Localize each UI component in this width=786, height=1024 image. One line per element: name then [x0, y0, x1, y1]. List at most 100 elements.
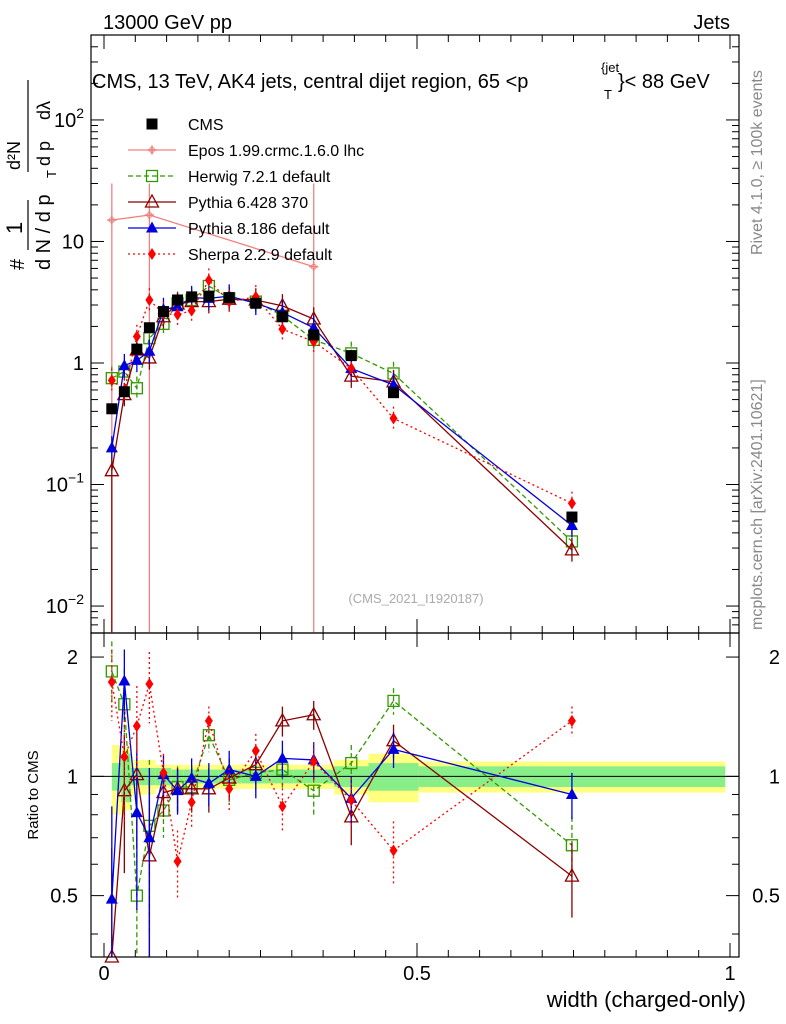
sherpa-2-2-9-default-point — [567, 497, 576, 510]
pythia-6-428-370-ratio-point — [306, 706, 322, 721]
sherpa-2-2-9-default-ratio-point — [225, 782, 234, 795]
legend-item-sherpa-2-2-9-default: Sherpa 2.2.9 default — [128, 247, 333, 264]
sherpa-2-2-9-default-point — [278, 323, 287, 336]
ratio-panel: 0.5 0.5 1 1 2 2 — [50, 632, 780, 963]
ylabel-denominator: d N / d p — [33, 194, 55, 270]
legend-item-pythia-8-186-default: Pythia 8.186 default — [128, 221, 330, 238]
main-axis-ticks: 10−2 10−1 1 10 102 0 0.5 1 — [46, 34, 739, 985]
sherpa-2-2-9-default-line — [111, 279, 573, 504]
main-ylabel: # 1 d N / d p T d²N d p dλ — [2, 80, 59, 270]
legend-swatch-marker — [147, 145, 157, 155]
ylabel-one: 1 — [2, 222, 27, 234]
sherpa-2-2-9-default-point — [204, 274, 213, 287]
band-inner — [121, 753, 131, 803]
herwig-7-2-1-default-ratio-line — [111, 671, 573, 896]
herwig-7-2-1-default-ratio-point — [345, 756, 358, 770]
sherpa-2-2-9-default-point — [107, 374, 116, 387]
legend-label: Epos 1.99.crmc.1.6.0 lhc — [188, 143, 364, 160]
pythia-6-428-370-ratio-point — [564, 867, 580, 882]
sherpa-2-2-9-default-ratio-point — [132, 719, 141, 732]
chart-title-sup: {jet — [601, 60, 619, 75]
sherpa-2-2-9-default-point — [389, 412, 398, 425]
sherpa-2-2-9-default-ratio-point — [120, 750, 129, 763]
ratio-y-tick-label-right: 1 — [769, 766, 780, 788]
cms-point — [172, 294, 184, 306]
pythia-8-186-default-point — [130, 353, 143, 365]
pythia-8-186-default-ratio-point — [249, 769, 262, 781]
pythia-8-186-default-ratio-point — [118, 674, 131, 686]
sherpa-2-2-9-default-ratio-point — [204, 714, 213, 727]
header-left: 13000 GeV pp — [103, 12, 232, 34]
chart-title-sub: T — [604, 87, 612, 102]
pythia-8-186-default-point — [143, 344, 156, 356]
sherpa-2-2-9-default-ratio-point — [159, 766, 168, 779]
pythia-8-186-default-ratio-point — [276, 751, 289, 763]
sherpa-2-2-9-default-ratio-point — [187, 796, 196, 809]
pythia-8-186-default-ratio-point — [202, 776, 215, 788]
x-tick-label: 0 — [98, 963, 109, 985]
sherpa-2-2-9-default-ratio-point — [145, 678, 154, 691]
sherpa-2-2-9-default-ratio-point — [389, 844, 398, 857]
cms-point — [186, 291, 198, 303]
ratio-frame — [90, 632, 740, 958]
ylabel-denominator2: d p — [34, 141, 54, 166]
ylabel-numerator2: d²N — [4, 141, 24, 170]
chart-title: CMS, 13 TeV, AK4 jets, central dijet reg… — [92, 60, 710, 102]
sherpa-2-2-9-default-point — [187, 304, 196, 317]
sherpa-2-2-9-default-ratio-point — [173, 855, 182, 868]
main-series-layer — [104, 183, 580, 633]
legend-label: Pythia 8.186 default — [188, 221, 330, 238]
pythia-8-186-default-point — [387, 378, 400, 390]
legend-label: CMS — [188, 117, 224, 134]
header-right: Jets — [693, 12, 730, 34]
cms-point — [388, 387, 400, 399]
legend: CMS Epos 1.99.crmc.1.6.0 lhc Herwig 7.2.1 … — [128, 117, 364, 264]
cms-point — [223, 292, 235, 304]
sherpa-2-2-9-default-ratio-point — [347, 794, 356, 807]
ratio-series-layer — [104, 641, 580, 963]
ylabel-hash: # — [7, 258, 29, 270]
pythia-6-428-370-point — [343, 367, 359, 382]
cms-point — [203, 290, 215, 302]
cms-point — [345, 350, 357, 362]
cms-point — [143, 322, 155, 334]
ratio-y-tick-label-right: 2 — [769, 647, 780, 669]
sherpa-2-2-9-default-ratio-point — [251, 744, 260, 757]
band-inner — [111, 763, 122, 791]
analysis-watermark: (CMS_2021_I1920187) — [348, 591, 483, 606]
legend-label: Sherpa 2.2.9 default — [188, 247, 333, 264]
ylabel-lambda: dλ — [34, 101, 54, 120]
pythia-6-428-370-ratio-point — [274, 712, 291, 727]
pythia-8-186-default-point — [171, 300, 184, 312]
epos-1-99-crmc-1-6-0-lhc-point — [107, 215, 117, 225]
mcplots-label: mcplots.cern.ch [arXiv:2401.10621] — [749, 379, 766, 630]
legend-item-epos-1-99-crmc-1-6-0-lhc: Epos 1.99.crmc.1.6.0 lhc — [128, 143, 364, 160]
chart-title-tail: }< 88 GeV — [618, 71, 710, 93]
sherpa-2-2-9-default-point — [145, 293, 154, 306]
pythia-8-186-default-ratio-point — [105, 892, 118, 904]
y-tick-label: 10−2 — [46, 591, 84, 618]
ratio-y-tick-label: 2 — [67, 647, 78, 669]
pythia-8-186-default-ratio-point — [565, 787, 578, 799]
y-tick-label: 10−1 — [46, 470, 84, 497]
herwig-7-2-1-default-ratio-point — [307, 784, 320, 797]
legend-swatch-marker — [148, 248, 156, 260]
epos-1-99-crmc-1-6-0-lhc-point — [309, 262, 319, 272]
pythia-8-186-default-ratio-point — [185, 771, 198, 783]
legend-label: Herwig 7.2.1 default — [188, 169, 331, 186]
cms-point — [118, 386, 130, 398]
sherpa-2-2-9-default-point — [132, 330, 141, 343]
sherpa-2-2-9-default-point — [347, 362, 356, 375]
y-tick-label: 10 — [62, 231, 84, 253]
cms-point — [106, 403, 118, 415]
pythia-8-186-default-point — [118, 359, 131, 371]
sherpa-2-2-9-default-ratio-point — [567, 714, 576, 727]
cms-point — [566, 511, 578, 523]
cms-point — [250, 297, 262, 309]
cms-point — [131, 343, 143, 355]
herwig-7-2-1-default-ratio-point — [387, 694, 400, 708]
pythia-8-186-default-ratio-point — [171, 784, 184, 796]
epos-1-99-crmc-1-6-0-lhc-point — [144, 210, 154, 220]
sherpa-2-2-9-default-ratio-point — [107, 676, 116, 689]
herwig-7-2-1-default-ratio-point — [202, 729, 216, 742]
